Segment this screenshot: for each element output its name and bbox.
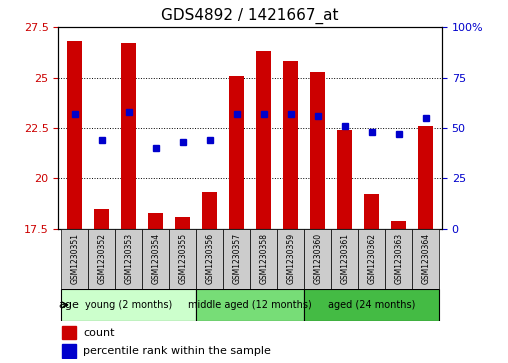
Bar [88, 229, 115, 289]
Text: age: age [58, 300, 79, 310]
Bar [223, 229, 250, 289]
Text: GSM1230362: GSM1230362 [367, 233, 376, 284]
Bar [304, 289, 439, 321]
Bar [385, 229, 412, 289]
Bar [142, 229, 169, 289]
Bar [62, 344, 76, 358]
Bar [358, 229, 385, 289]
Text: GSM1230354: GSM1230354 [151, 233, 160, 284]
Text: aged (24 months): aged (24 months) [328, 300, 416, 310]
Text: GSM1230353: GSM1230353 [124, 233, 133, 284]
Bar [277, 229, 304, 289]
Text: count: count [83, 327, 115, 338]
Text: middle aged (12 months): middle aged (12 months) [188, 300, 312, 310]
Bar [202, 192, 217, 229]
Text: GSM1230355: GSM1230355 [178, 233, 187, 284]
Bar [391, 221, 406, 229]
Text: young (2 months): young (2 months) [85, 300, 172, 310]
Text: GSM1230360: GSM1230360 [313, 233, 322, 284]
Text: GSM1230361: GSM1230361 [340, 233, 349, 284]
Text: GSM1230364: GSM1230364 [421, 233, 430, 284]
Bar [148, 213, 163, 229]
Bar [61, 289, 196, 321]
Text: GSM1230351: GSM1230351 [70, 233, 79, 284]
Bar [331, 229, 358, 289]
Text: GSM1230356: GSM1230356 [205, 233, 214, 284]
Bar [412, 229, 439, 289]
Bar [61, 229, 88, 289]
Bar [121, 43, 136, 229]
Bar [364, 195, 379, 229]
Text: GSM1230357: GSM1230357 [232, 233, 241, 284]
Title: GDS4892 / 1421667_at: GDS4892 / 1421667_at [162, 8, 339, 24]
Text: GSM1230358: GSM1230358 [259, 233, 268, 284]
Bar [283, 61, 298, 229]
Bar [310, 72, 325, 229]
Bar [175, 217, 190, 229]
Text: GSM1230359: GSM1230359 [286, 233, 295, 284]
Text: GSM1230363: GSM1230363 [394, 233, 403, 284]
Bar [337, 130, 352, 229]
Bar [256, 52, 271, 229]
Bar [67, 41, 82, 229]
Bar [304, 229, 331, 289]
Bar [115, 229, 142, 289]
Text: GSM1230352: GSM1230352 [97, 233, 106, 284]
Text: percentile rank within the sample: percentile rank within the sample [83, 346, 271, 356]
Bar [62, 326, 76, 339]
Bar [250, 229, 277, 289]
Bar [418, 126, 433, 229]
Bar [169, 229, 196, 289]
Bar [229, 76, 244, 229]
Bar [196, 289, 304, 321]
Bar [196, 229, 223, 289]
Bar [94, 208, 109, 229]
